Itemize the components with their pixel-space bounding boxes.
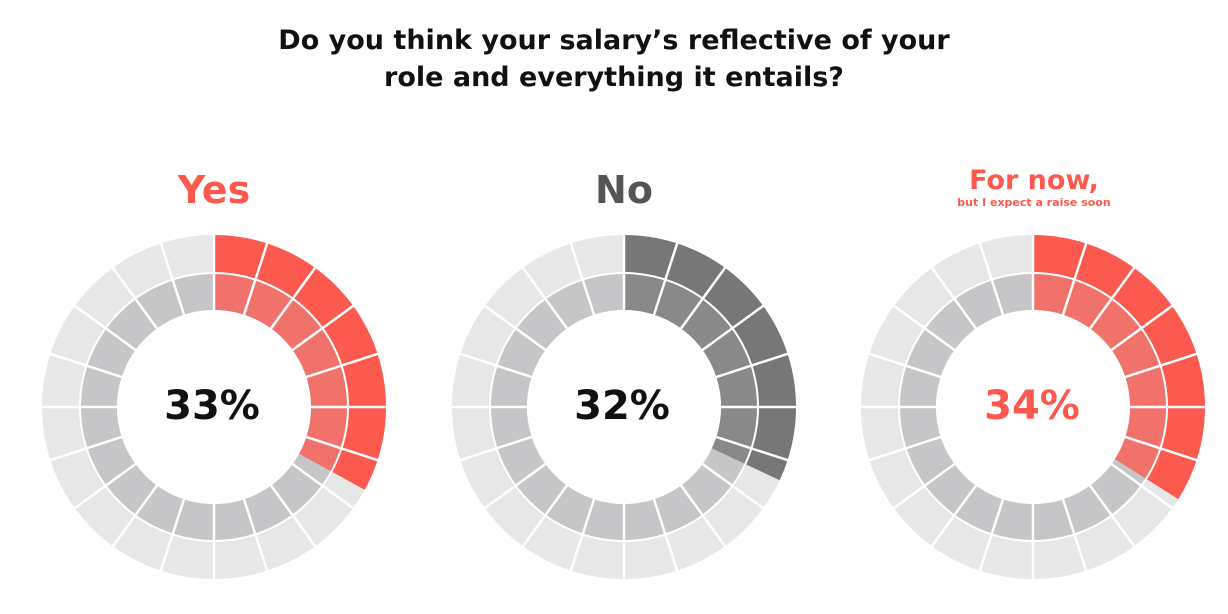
donut-value-for-now: 34% bbox=[984, 383, 1080, 429]
donut-no-separator bbox=[521, 266, 568, 330]
donut-for-now-separator bbox=[1089, 484, 1136, 548]
donut-no-separator bbox=[680, 484, 727, 548]
donut-for-now-value-arc-inner bbox=[1033, 273, 1167, 479]
donut-no-separator bbox=[483, 304, 547, 351]
donut-yes-separator bbox=[270, 266, 317, 330]
chart-title: Do you think your salary’s reflective of… bbox=[0, 22, 1228, 96]
donut-yes-separator bbox=[111, 484, 158, 548]
donut-value-no: 32% bbox=[574, 383, 670, 429]
chart-title-line-1: Do you think your salary’s reflective of… bbox=[278, 25, 950, 56]
donut-yes-center bbox=[117, 310, 311, 504]
donut-yes-separator bbox=[291, 304, 355, 351]
donut-for-now-separator bbox=[892, 463, 956, 510]
donut-no-separator bbox=[680, 266, 727, 330]
donut-for-now-separator bbox=[1110, 463, 1174, 510]
donut-yes-separator bbox=[270, 484, 317, 548]
donut-label-yes-text: Yes bbox=[177, 168, 251, 212]
donut-for-now-value-arc bbox=[1033, 235, 1205, 500]
chart-title-line-2: role and everything it entails? bbox=[384, 62, 844, 93]
donut-for-now-separator bbox=[892, 304, 956, 351]
donut-yes-ring-divider bbox=[79, 272, 349, 542]
donut-yes-value-arc bbox=[214, 235, 386, 490]
donut-yes-value-arc-inner bbox=[214, 273, 349, 472]
donut-label-no: No bbox=[524, 168, 724, 212]
donut-for-now-separator bbox=[930, 266, 977, 330]
donut-for-now-center bbox=[936, 310, 1130, 504]
donut-no-value-arc bbox=[624, 235, 796, 481]
donut-yes-separator bbox=[291, 463, 355, 510]
donut-yes-separator bbox=[111, 266, 158, 330]
donut-label-for-now: For now, but I expect a raise soon bbox=[904, 165, 1164, 210]
donut-for-now-separator bbox=[930, 484, 977, 548]
donut-yes-separator bbox=[73, 304, 137, 351]
donut-no-separator bbox=[701, 463, 765, 510]
donut-for-now-ring-divider bbox=[898, 272, 1168, 542]
donut-no-center bbox=[527, 310, 721, 504]
donut-label-yes: Yes bbox=[114, 168, 314, 212]
donut-no-separator bbox=[701, 304, 765, 351]
donut-for-now-separator bbox=[1089, 266, 1136, 330]
donut-no-separator bbox=[483, 463, 547, 510]
donut-no-value-arc-inner bbox=[624, 273, 759, 465]
donut-label-no-text: No bbox=[595, 168, 653, 212]
donut-no-separator bbox=[521, 484, 568, 548]
donut-value-yes: 33% bbox=[164, 383, 260, 429]
donut-no-ring-divider bbox=[489, 272, 759, 542]
donut-for-now-separator bbox=[1110, 304, 1174, 351]
donut-yes-separator bbox=[73, 463, 137, 510]
donut-label-for-now-subtitle: but I expect a raise soon bbox=[957, 196, 1111, 209]
donut-label-for-now-text: For now, bbox=[969, 165, 1099, 196]
